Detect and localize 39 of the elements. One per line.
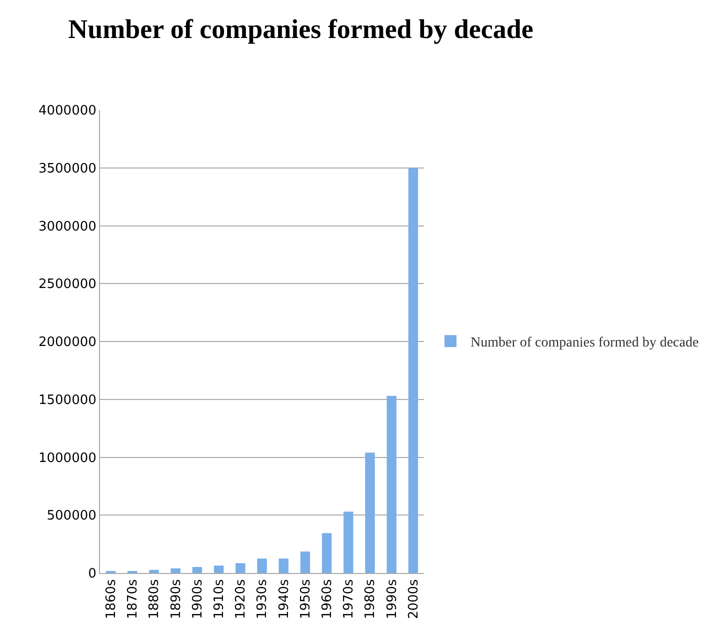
x-tick-label: 1900s — [190, 578, 206, 620]
x-tick-label: 1990s — [384, 578, 400, 620]
y-tick-label: 2000000 — [38, 335, 96, 350]
y-tick-label: 500000 — [46, 508, 96, 524]
bar — [365, 452, 375, 573]
x-tick-label: 2000s — [406, 578, 422, 620]
y-tick-label: 4000000 — [38, 104, 96, 119]
x-tick-label: 1940s — [276, 578, 292, 620]
x-tick-label: 1880s — [147, 578, 162, 620]
x-tick-label: 1950s — [298, 578, 314, 620]
x-tick-label: 1960s — [320, 578, 336, 620]
bar — [149, 570, 159, 573]
bar — [322, 533, 332, 573]
x-tick-label: 1860s — [104, 578, 120, 620]
y-tick-label: 3500000 — [38, 161, 96, 176]
chart-title: Number of companies formed by decade — [68, 14, 534, 44]
bar — [214, 566, 224, 573]
x-tick-label: 1930s — [255, 578, 270, 620]
x-tick-label: 1890s — [168, 578, 184, 620]
legend-label: Number of companies formed by decade — [470, 336, 699, 351]
x-tick-label: 1920s — [234, 578, 249, 620]
y-tick-label: 1500000 — [38, 392, 96, 408]
bar — [300, 551, 310, 573]
x-tick-label: 1870s — [126, 578, 141, 620]
bar — [236, 563, 246, 573]
y-tick-label: 0 — [88, 566, 96, 582]
y-tick-label: 1000000 — [38, 450, 96, 466]
bar — [386, 396, 396, 573]
bar — [408, 168, 418, 573]
bar — [344, 512, 354, 573]
y-tick-label: 3000000 — [38, 219, 96, 234]
bar — [192, 566, 202, 573]
x-tick-label: 1910s — [212, 578, 228, 620]
bar — [278, 558, 288, 573]
bar — [170, 568, 180, 573]
x-tick-label: 1980s — [363, 578, 378, 620]
y-tick-label: 2500000 — [38, 277, 96, 292]
x-tick-label: 1970s — [342, 578, 357, 620]
bar — [257, 558, 267, 573]
